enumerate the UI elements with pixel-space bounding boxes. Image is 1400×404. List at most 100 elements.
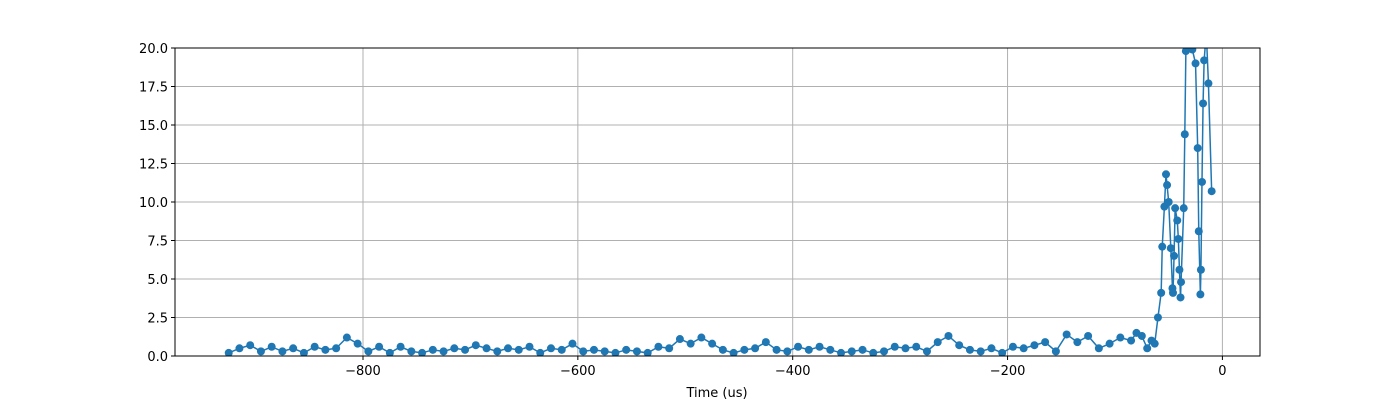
data-point: [536, 348, 545, 356]
data-point: [912, 342, 921, 351]
data-point: [718, 345, 727, 354]
data-point: [256, 347, 265, 356]
data-point: [299, 348, 308, 356]
data-line: [228, 48, 1213, 354]
x-tick-label: 0: [1218, 364, 1226, 379]
data-point: [1179, 204, 1188, 213]
data-point: [751, 344, 760, 353]
data-point: [1194, 227, 1203, 236]
data-point: [1173, 216, 1182, 225]
data-point: [837, 348, 846, 356]
data-point: [815, 342, 824, 351]
data-point: [965, 345, 974, 354]
data-point: [504, 344, 513, 353]
data-point: [729, 348, 738, 356]
data-point: [869, 348, 878, 356]
data-point: [1174, 234, 1183, 243]
data-point: [933, 338, 942, 347]
data-point: [1180, 130, 1189, 139]
data-point: [1094, 344, 1103, 353]
data-point: [514, 345, 523, 354]
data-point: [1191, 59, 1200, 68]
data-point: [385, 348, 394, 356]
data-point: [944, 331, 953, 340]
data-point: [1162, 170, 1171, 179]
x-tick-label: −200: [990, 364, 1026, 379]
data-point: [493, 347, 502, 356]
data-point: [525, 342, 534, 351]
y-tick-label: 12.5: [139, 158, 168, 173]
data-point: [224, 348, 233, 356]
data-point: [1170, 251, 1179, 260]
data-point: [1197, 177, 1206, 186]
data-point: [697, 333, 706, 342]
data-point: [1176, 293, 1185, 302]
data-point: [461, 345, 470, 354]
data-point: [568, 339, 577, 348]
y-tick-label: 17.5: [139, 81, 168, 96]
data-point: [1153, 313, 1162, 322]
data-point: [353, 339, 362, 348]
data-point: [901, 344, 910, 353]
data-point: [686, 339, 695, 348]
plot-area: [224, 29, 1216, 356]
data-point: [1204, 79, 1213, 88]
data-point: [278, 347, 287, 356]
x-tick-label: −600: [560, 364, 596, 379]
data-point: [589, 345, 598, 354]
y-tick-label: 10.0: [139, 196, 168, 211]
data-point: [1196, 265, 1205, 274]
data-point: [708, 339, 717, 348]
data-point: [267, 342, 276, 351]
data-point: [1158, 242, 1167, 251]
data-point: [1062, 330, 1071, 339]
data-point: [235, 344, 244, 353]
data-point: [246, 341, 255, 350]
data-point: [1166, 244, 1175, 253]
x-axis-label: Time (us): [685, 386, 747, 400]
data-point: [364, 347, 373, 356]
data-point: [1202, 29, 1210, 37]
data-point: [783, 347, 792, 356]
x-tick-label: −400: [775, 364, 811, 379]
data-point: [1177, 278, 1186, 287]
data-point: [396, 342, 405, 351]
data-point: [987, 344, 996, 353]
data-point: [761, 338, 770, 347]
data-point: [1164, 198, 1173, 206]
data-point: [439, 347, 448, 356]
data-point: [600, 347, 609, 356]
data-point: [1105, 339, 1114, 348]
data-point: [1171, 204, 1180, 213]
data-point: [675, 335, 684, 344]
data-point: [1163, 181, 1172, 190]
data-point: [428, 345, 437, 354]
data-point: [976, 347, 985, 356]
y-tick-label: 7.5: [147, 235, 168, 250]
data-point: [654, 342, 663, 351]
data-point: [794, 342, 803, 351]
y-tick-label: 2.5: [147, 312, 168, 327]
data-point: [880, 347, 889, 356]
data-point: [622, 345, 631, 354]
data-point: [1041, 338, 1050, 347]
data-point: [1127, 336, 1136, 345]
data-point: [375, 342, 384, 351]
data-point: [1207, 187, 1216, 196]
data-point: [665, 344, 674, 353]
data-point: [643, 348, 652, 356]
data-point: [1188, 48, 1197, 54]
data-point: [1196, 290, 1205, 299]
data-point: [847, 347, 856, 356]
x-tick-label: −800: [345, 364, 381, 379]
data-point: [450, 344, 459, 353]
data-point: [1137, 331, 1146, 340]
data-point: [1030, 341, 1039, 350]
data-point: [1168, 288, 1177, 297]
data-point: [471, 341, 480, 350]
data-point: [579, 347, 588, 356]
data-point: [1150, 339, 1159, 348]
data-point: [772, 345, 781, 354]
data-point: [740, 345, 749, 354]
y-tick-label: 15.0: [139, 119, 168, 134]
